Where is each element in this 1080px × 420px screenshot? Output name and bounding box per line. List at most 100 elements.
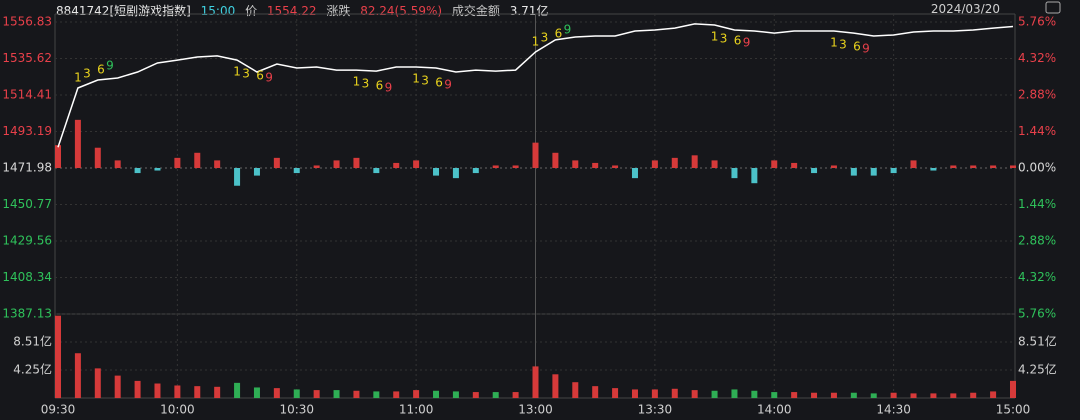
volume-tick-label: 8.51亿 — [13, 333, 52, 348]
volume-bar — [811, 392, 818, 398]
volume-bar — [731, 389, 738, 398]
y-tick-label: 1387.13 — [2, 307, 52, 321]
momentum-bar — [393, 162, 400, 168]
momentum-bar — [433, 168, 440, 176]
sequence-label: 9 — [106, 58, 114, 72]
sequence-label: 9 — [564, 22, 572, 36]
volume-bar — [253, 387, 260, 398]
volume-bar — [751, 390, 758, 398]
volume-bar — [174, 385, 181, 398]
volume-bar — [970, 392, 977, 398]
volume-bar — [134, 380, 141, 398]
sequence-label: 3 — [720, 31, 728, 45]
volume-bar — [373, 391, 380, 398]
volume-bar — [194, 386, 201, 398]
sequence-label: 9 — [743, 35, 751, 49]
volume-bar — [333, 390, 340, 398]
momentum-bar — [791, 162, 798, 168]
volume-bar — [791, 392, 798, 398]
momentum-bar — [114, 160, 121, 168]
sequence-label: 9 — [444, 77, 452, 91]
momentum-bar — [830, 165, 837, 168]
y2-tick-label: 1.44% — [1018, 197, 1056, 211]
x-tick-label: 14:30 — [876, 403, 911, 417]
momentum-bar — [572, 160, 579, 168]
volume-bar — [74, 353, 81, 398]
sequence-label: 6 — [97, 62, 105, 76]
sequence-label: 1 — [711, 29, 719, 43]
volume-bar — [651, 389, 658, 398]
momentum-bar — [313, 165, 320, 168]
x-tick-label: 14:00 — [757, 403, 792, 417]
sequence-label: 3 — [83, 66, 91, 80]
volume-bar — [850, 392, 857, 398]
y2-tick-label: 4.32% — [1018, 51, 1056, 65]
momentum-bar — [253, 168, 260, 176]
sequence-label: 3 — [839, 37, 847, 51]
volume-bar — [552, 374, 559, 398]
volume-bar — [492, 392, 499, 398]
volume-bar — [313, 390, 320, 398]
momentum-bar — [631, 168, 638, 179]
volume-bar — [214, 386, 221, 398]
momentum-bar — [651, 160, 658, 168]
x-tick-label: 13:00 — [518, 403, 553, 417]
momentum-bar — [134, 168, 141, 174]
y2-tick-label: 5.76% — [1018, 307, 1056, 321]
volume-bar — [711, 390, 718, 398]
volume-bar — [472, 392, 479, 398]
momentum-bar — [55, 145, 61, 168]
sequence-label: 1 — [233, 65, 241, 79]
volume-bar — [114, 375, 121, 398]
y2-tick-label: 2.88% — [1018, 234, 1056, 248]
sequence-label: 6 — [376, 79, 384, 93]
y-tick-label: 1514.41 — [2, 87, 52, 101]
y-tick-label: 1535.62 — [2, 51, 52, 65]
sequence-label: 6 — [853, 39, 861, 53]
momentum-bar — [890, 168, 897, 174]
momentum-bar — [850, 168, 857, 176]
volume-bar — [154, 383, 161, 398]
momentum-bar — [214, 160, 221, 168]
volume-bar — [94, 368, 101, 398]
momentum-bar — [811, 168, 818, 174]
y-tick-label: 1450.77 — [2, 197, 52, 211]
momentum-bar — [413, 160, 420, 168]
volume-bar — [1010, 380, 1016, 398]
x-tick-label: 09:30 — [41, 403, 76, 417]
sequence-label: 3 — [362, 77, 370, 91]
momentum-bar — [94, 147, 101, 168]
momentum-bar — [592, 162, 599, 168]
sequence-label: 6 — [435, 75, 443, 89]
momentum-bar — [194, 152, 201, 168]
y-tick-label: 1429.56 — [2, 233, 52, 247]
momentum-bar — [154, 168, 161, 171]
volume-bar — [413, 390, 420, 398]
volume-bar — [572, 382, 579, 398]
volume-tick-label: 4.25亿 — [1018, 362, 1057, 377]
momentum-bar — [691, 155, 698, 168]
momentum-bar — [472, 168, 479, 174]
volume-bar — [234, 382, 241, 398]
volume-bar — [612, 388, 619, 398]
momentum-bar — [273, 157, 280, 168]
volume-bar — [870, 393, 877, 398]
momentum-bar — [671, 157, 678, 168]
momentum-bar — [970, 165, 977, 168]
volume-bar — [452, 391, 459, 398]
wp-icon — [1045, 1, 1061, 14]
momentum-bar — [910, 160, 917, 168]
volume-bar — [353, 390, 360, 398]
momentum-bar — [1010, 165, 1016, 168]
volume-bar — [890, 392, 897, 398]
momentum-bar — [950, 165, 957, 168]
sequence-label: 3 — [242, 67, 250, 81]
x-tick-label: 10:30 — [279, 403, 314, 417]
y-tick-label: 1556.83 — [2, 15, 52, 29]
volume-bar — [512, 392, 519, 398]
momentum-bar — [452, 168, 459, 179]
momentum-bar — [711, 160, 718, 168]
volume-bar — [691, 390, 698, 398]
y-tick-label: 1408.34 — [2, 270, 52, 284]
